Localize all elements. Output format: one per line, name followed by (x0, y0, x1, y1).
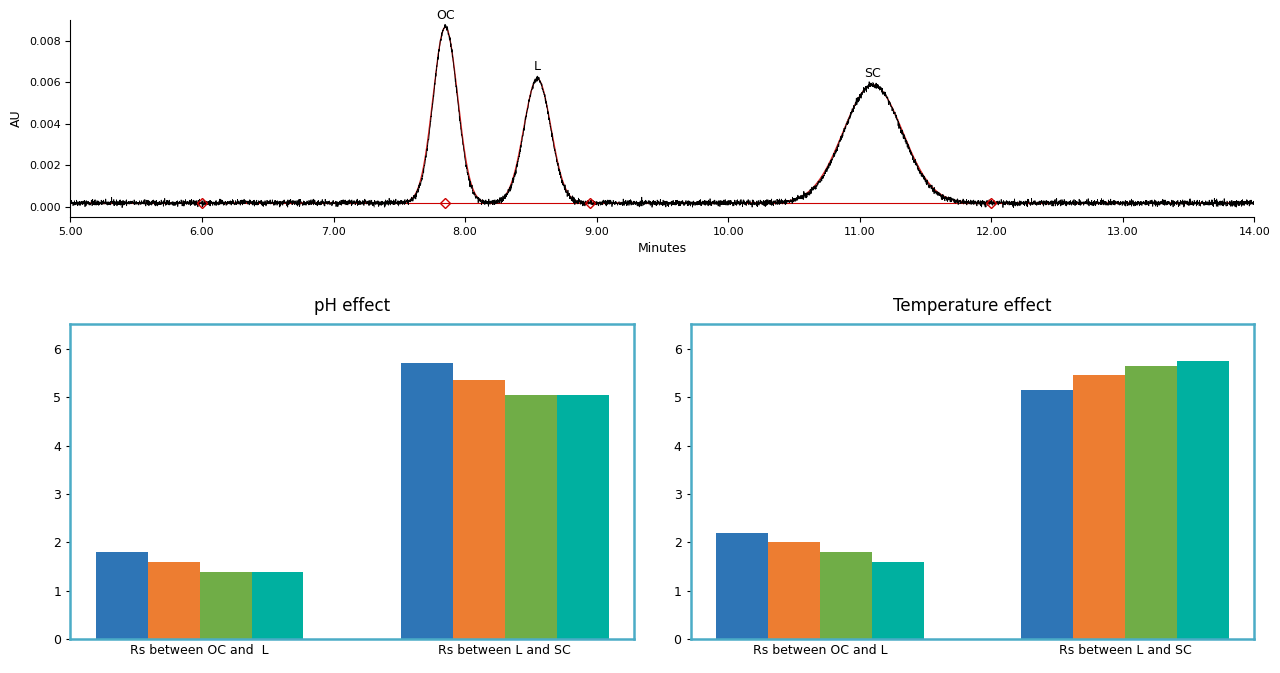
Bar (401, 363, 453, 639)
Y-axis label: AU: AU (10, 110, 23, 127)
Bar (557, 394, 608, 639)
Bar (1021, 390, 1073, 639)
Bar (96, 552, 148, 639)
Bar (252, 571, 303, 639)
X-axis label: Minutes: Minutes (637, 242, 687, 255)
Bar (768, 542, 820, 639)
Bar (504, 394, 557, 639)
Bar (1125, 365, 1176, 639)
Bar (148, 562, 200, 639)
Title: Temperature effect: Temperature effect (893, 297, 1052, 314)
Bar (717, 533, 768, 639)
Bar (1073, 376, 1125, 639)
Title: pH effect: pH effect (315, 297, 390, 314)
Bar (200, 571, 252, 639)
Text: L: L (534, 61, 541, 79)
Text: SC: SC (864, 67, 881, 85)
Bar (453, 380, 504, 639)
Bar (872, 562, 924, 639)
Text: OC: OC (436, 9, 454, 27)
Bar (820, 552, 872, 639)
Bar (1176, 361, 1229, 639)
